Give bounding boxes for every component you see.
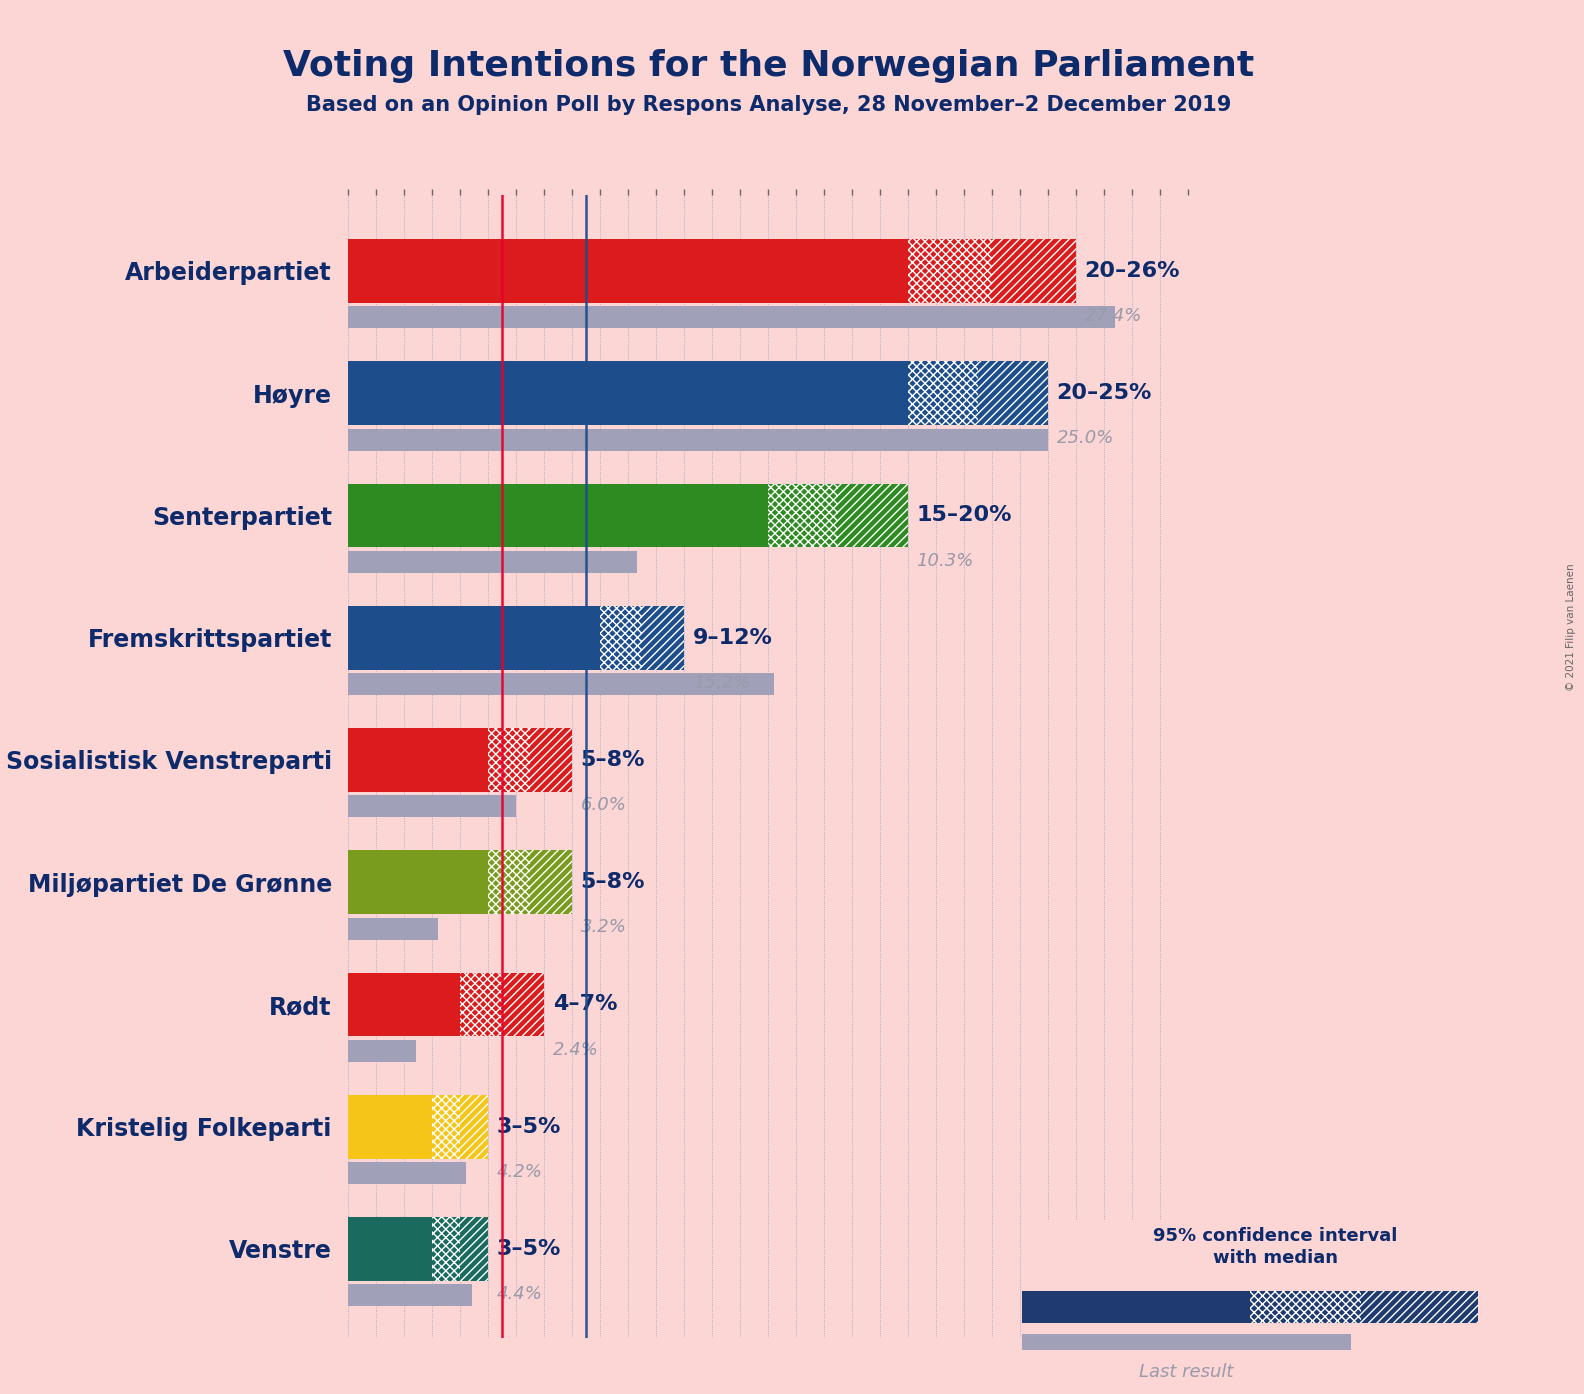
Text: 4.2%: 4.2% xyxy=(497,1163,543,1181)
Text: 10.3%: 10.3% xyxy=(917,552,974,570)
Bar xyxy=(838,484,908,548)
Bar xyxy=(531,728,572,792)
Bar xyxy=(348,1040,415,1062)
Text: 3–5%: 3–5% xyxy=(497,1239,561,1259)
Bar xyxy=(348,240,908,302)
Bar xyxy=(1022,1291,1250,1323)
Bar xyxy=(908,361,979,425)
Bar xyxy=(461,973,502,1036)
Text: 4–7%: 4–7% xyxy=(553,994,618,1015)
Text: 9–12%: 9–12% xyxy=(692,627,773,648)
Text: 6.0%: 6.0% xyxy=(581,796,627,814)
Bar xyxy=(1361,1291,1478,1323)
Bar xyxy=(908,240,992,302)
Bar xyxy=(348,728,488,792)
Text: 20–25%: 20–25% xyxy=(1057,383,1152,403)
Bar xyxy=(502,973,545,1036)
Bar xyxy=(531,850,572,914)
Bar xyxy=(461,1094,488,1158)
Bar xyxy=(979,361,1049,425)
Bar xyxy=(461,1094,488,1158)
Bar xyxy=(992,240,1076,302)
Text: 95% confidence interval
with median: 95% confidence interval with median xyxy=(1153,1227,1397,1267)
Bar xyxy=(348,1163,466,1184)
Bar xyxy=(348,551,637,573)
Bar xyxy=(488,728,531,792)
Bar xyxy=(992,240,1076,302)
Text: © 2021 Filip van Laenen: © 2021 Filip van Laenen xyxy=(1567,563,1576,691)
Text: 27.4%: 27.4% xyxy=(1085,307,1142,325)
Bar xyxy=(432,1217,461,1281)
Bar xyxy=(1361,1291,1478,1323)
Bar xyxy=(348,917,439,940)
Bar xyxy=(348,1094,432,1158)
Bar xyxy=(908,240,992,302)
Bar xyxy=(768,484,838,548)
Text: 4.4%: 4.4% xyxy=(497,1285,543,1303)
Bar xyxy=(348,673,775,696)
Text: 25.0%: 25.0% xyxy=(1057,429,1114,447)
Text: 5–8%: 5–8% xyxy=(581,750,645,769)
Bar xyxy=(531,728,572,792)
Bar xyxy=(461,973,502,1036)
Bar xyxy=(643,606,684,669)
Bar xyxy=(348,361,908,425)
Bar xyxy=(432,1094,461,1158)
Bar xyxy=(1022,1334,1351,1349)
Bar xyxy=(461,1217,488,1281)
Bar xyxy=(348,850,488,914)
Text: 20–26%: 20–26% xyxy=(1085,261,1180,282)
Bar xyxy=(488,728,531,792)
Text: Last result: Last result xyxy=(1139,1363,1234,1380)
Bar xyxy=(432,1094,461,1158)
Bar xyxy=(348,307,1115,329)
Bar xyxy=(488,850,531,914)
Bar xyxy=(348,1217,432,1281)
Bar xyxy=(838,484,908,548)
Bar xyxy=(348,606,600,669)
Bar xyxy=(600,606,643,669)
Bar xyxy=(908,361,979,425)
Text: 15–20%: 15–20% xyxy=(917,506,1012,526)
Bar xyxy=(348,484,768,548)
Text: Voting Intentions for the Norwegian Parliament: Voting Intentions for the Norwegian Parl… xyxy=(282,49,1255,82)
Bar xyxy=(348,796,516,817)
Bar xyxy=(461,1217,488,1281)
Text: 3–5%: 3–5% xyxy=(497,1117,561,1136)
Bar xyxy=(432,1217,461,1281)
Bar xyxy=(502,973,545,1036)
Text: Based on an Opinion Poll by Respons Analyse, 28 November–2 December 2019: Based on an Opinion Poll by Respons Anal… xyxy=(306,95,1231,114)
Text: 15.2%: 15.2% xyxy=(692,673,751,691)
Bar xyxy=(979,361,1049,425)
Bar xyxy=(1250,1291,1361,1323)
Bar xyxy=(348,429,1049,450)
Bar xyxy=(348,1284,472,1306)
Text: 5–8%: 5–8% xyxy=(581,873,645,892)
Bar xyxy=(531,850,572,914)
Text: 3.2%: 3.2% xyxy=(581,919,627,937)
Bar xyxy=(488,850,531,914)
Bar xyxy=(768,484,838,548)
Bar xyxy=(600,606,643,669)
Bar xyxy=(348,973,461,1036)
Bar xyxy=(1250,1291,1361,1323)
Bar xyxy=(643,606,684,669)
Text: 2.4%: 2.4% xyxy=(553,1041,599,1058)
